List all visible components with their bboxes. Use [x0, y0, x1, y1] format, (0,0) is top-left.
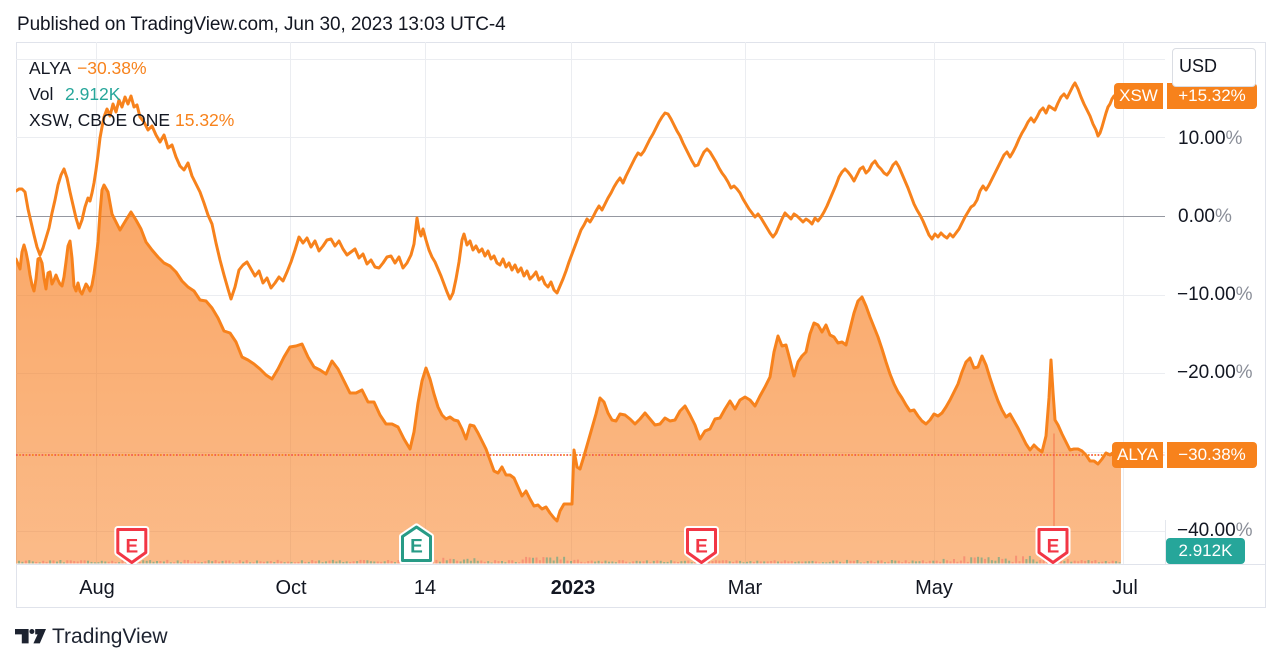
svg-text:E: E — [410, 537, 423, 558]
svg-text:E: E — [695, 537, 708, 558]
svg-text:E: E — [1047, 537, 1060, 558]
svg-text:E: E — [125, 537, 138, 558]
